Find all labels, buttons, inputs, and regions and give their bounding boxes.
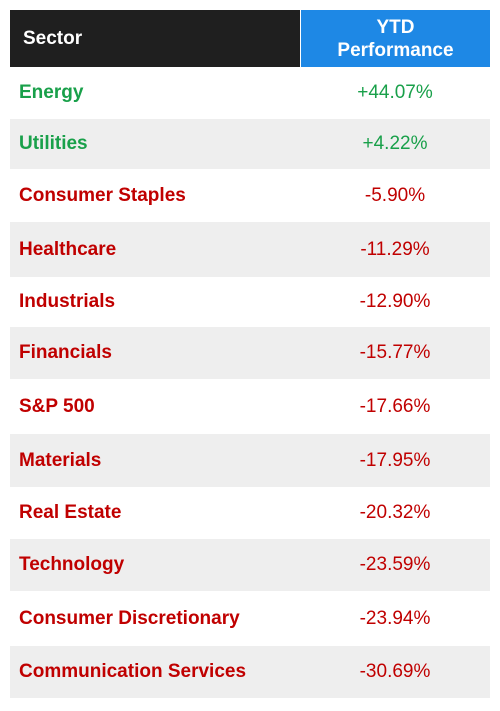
ytd-performance-value: -30.69% xyxy=(359,661,431,682)
sector-name: Utilities xyxy=(19,133,88,154)
sector-name: Technology xyxy=(19,554,125,575)
table-row: Real Estate -20.32% xyxy=(10,487,490,539)
ytd-performance-value: +44.07% xyxy=(357,82,433,103)
table-row: Utilities +4.22% xyxy=(10,119,490,169)
table-row: Financials -15.77% xyxy=(10,327,490,379)
table-row: Industrials -12.90% xyxy=(10,277,490,327)
sector-performance-table: Sector YTD Performance Energy +44.07% Util… xyxy=(10,10,490,698)
sector-name: Communication Services xyxy=(19,661,247,682)
header-sector: Sector xyxy=(10,10,300,67)
sector-name: S&P 500 xyxy=(19,395,95,417)
header-ytd-performance: YTD Performance xyxy=(300,10,490,67)
ytd-performance-value: -5.90% xyxy=(364,184,426,206)
ytd-performance-value: -17.66% xyxy=(359,395,431,417)
ytd-performance-value: -12.90% xyxy=(359,291,431,312)
sector-name: Consumer Discretionary xyxy=(19,607,240,629)
sector-name: Healthcare xyxy=(19,238,117,260)
table-row: Consumer Staples -5.90% xyxy=(10,169,490,222)
table-row: Technology -23.59% xyxy=(10,539,490,591)
ytd-performance-value: -20.32% xyxy=(359,502,431,523)
ytd-performance-value: -15.77% xyxy=(359,342,431,363)
table-row: Materials -17.95% xyxy=(10,434,490,487)
sector-name: Real Estate xyxy=(19,502,122,523)
table-header: Sector YTD Performance xyxy=(10,10,490,67)
ytd-performance-value: -11.29% xyxy=(360,238,430,260)
ytd-performance-value: +4.22% xyxy=(362,133,428,154)
table-row: Energy +44.07% xyxy=(10,67,490,119)
sector-name: Materials xyxy=(19,449,102,471)
sector-name: Energy xyxy=(19,82,84,103)
ytd-performance-value: -17.95% xyxy=(359,449,431,471)
sector-name: Industrials xyxy=(19,291,116,312)
sector-name: Financials xyxy=(19,342,112,363)
table-row: Communication Services -30.69% xyxy=(10,646,490,698)
header-perf-line2: Performance xyxy=(337,39,454,61)
ytd-performance-value: -23.94% xyxy=(359,607,431,629)
table-body: Energy +44.07% Utilities +4.22% Consumer Sta… xyxy=(10,67,490,698)
header-perf-line1: YTD xyxy=(376,16,415,38)
table-row: S&P 500 -17.66% xyxy=(10,379,490,434)
sector-name: Consumer Staples xyxy=(19,184,186,206)
table-row: Consumer Discretionary -23.94% xyxy=(10,591,490,646)
ytd-performance-value: -23.59% xyxy=(359,554,431,575)
table-row: Healthcare -11.29% xyxy=(10,222,490,277)
